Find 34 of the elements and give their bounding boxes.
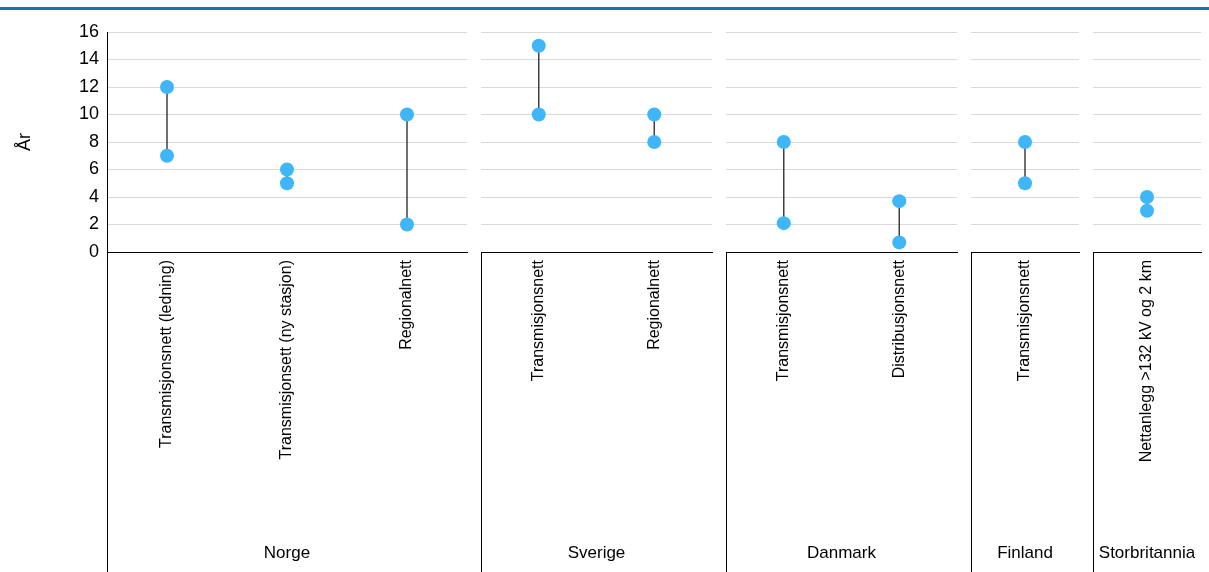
point	[400, 217, 414, 232]
y-axis-title: År	[13, 132, 34, 151]
y-tick-label: 10	[78, 103, 99, 124]
point	[892, 194, 907, 209]
y-tick-label: 4	[88, 185, 99, 206]
x-tick-label: Regionalnett	[644, 259, 662, 350]
x-tick-label: Nettanlegg >132 kV og 2 km	[1137, 260, 1155, 463]
point	[776, 216, 791, 231]
point	[776, 135, 791, 149]
point	[160, 148, 174, 163]
x-tick-label: Transmisjonsnett	[774, 259, 792, 382]
y-tick-label: 6	[88, 158, 99, 179]
y-tick-label: 8	[88, 130, 99, 151]
x-axis-title: Norge	[263, 543, 311, 563]
x-tick-label: Transmisjonsnett	[529, 259, 547, 382]
y-tick-label: 12	[78, 75, 99, 96]
point	[160, 80, 174, 94]
x-tick-label: Distribusjonsnett	[889, 259, 907, 379]
y-tick-label: 16	[78, 20, 99, 41]
x-tick-label: Transmisjonsett (ny stasjon)	[277, 260, 295, 460]
point	[892, 235, 907, 250]
y-tick-label: 14	[78, 48, 99, 69]
x-tick-label: Transmisjonsnett (ledning)	[157, 260, 175, 448]
x-axis-title: Sverige	[567, 543, 626, 563]
x-axis-title: Danmark	[807, 543, 877, 563]
x-axis-title: Storbritannia	[1098, 543, 1196, 563]
y-tick-label: 0	[88, 240, 99, 261]
point	[280, 162, 294, 177]
x-tick-label: Regionalnett	[397, 259, 415, 350]
x-axis-title: Finland	[997, 543, 1053, 563]
x-tick-label: Transmisjonsnett	[1015, 259, 1033, 382]
y-tick-label: 2	[88, 213, 99, 234]
point	[400, 107, 414, 122]
point	[280, 176, 294, 191]
